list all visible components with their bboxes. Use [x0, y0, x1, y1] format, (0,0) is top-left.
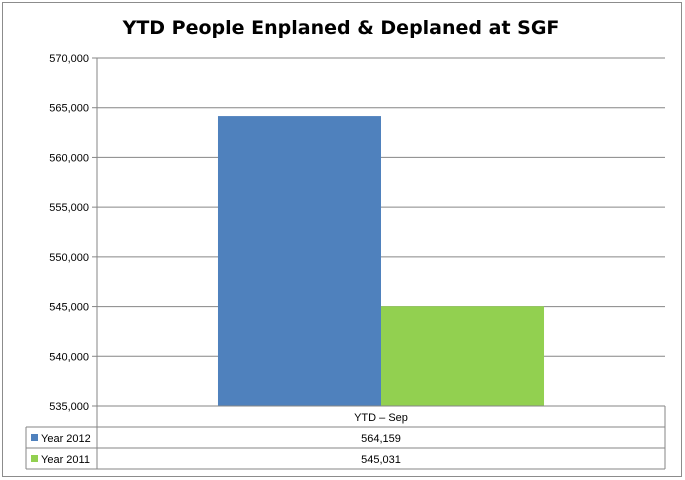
- y-tick-label: 570,000: [49, 53, 89, 65]
- bar: [381, 306, 545, 406]
- data-label: 564,159: [361, 433, 401, 445]
- y-tick-label: 535,000: [49, 401, 89, 413]
- chart-title: YTD People Enplaned & Deplaned at SGF: [122, 17, 560, 39]
- y-tick-label: 555,000: [49, 202, 89, 214]
- legend-swatch: [31, 455, 38, 462]
- legend-label: Year 2011: [41, 454, 90, 466]
- legend-swatch: [31, 434, 38, 441]
- y-tick-label: 550,000: [49, 252, 89, 264]
- data-label: 545,031: [361, 454, 401, 466]
- bar: [217, 116, 381, 406]
- y-tick-label: 540,000: [49, 351, 89, 363]
- legend-label: Year 2012: [41, 433, 91, 445]
- y-tick-label: 560,000: [49, 152, 89, 164]
- y-tick-label: 565,000: [49, 103, 89, 115]
- y-tick-label: 545,000: [49, 302, 89, 314]
- plot-area: 535,000 540,000 545,000 550,000 555,000 560,0…: [25, 53, 666, 470]
- category-label: YTD – Sep: [354, 412, 408, 424]
